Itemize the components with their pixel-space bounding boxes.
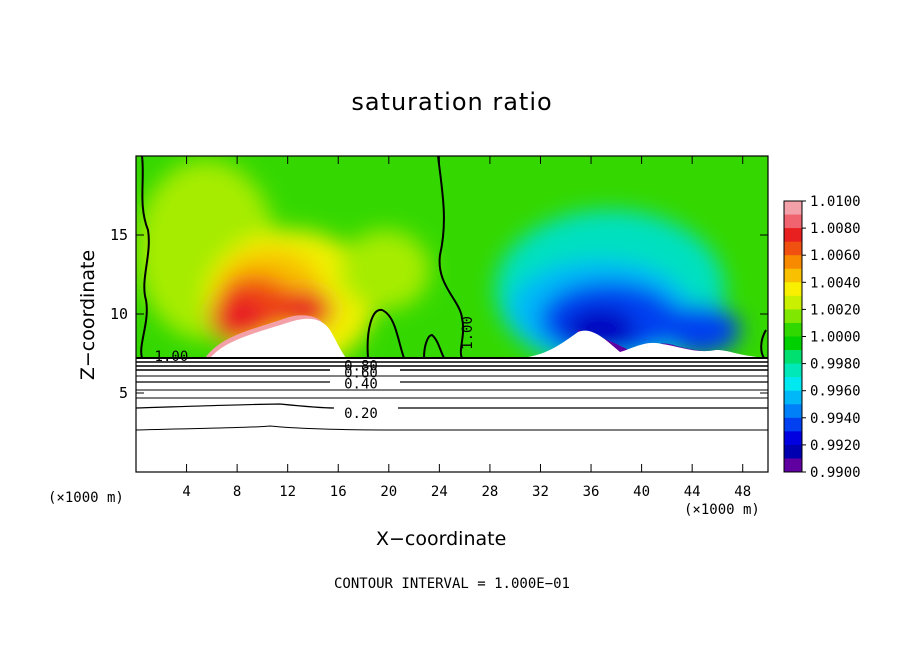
colorbar-label: 1.0060 [810,248,861,264]
contour-labels: 1.00 1.00 0.800.600.40 0.20 [155,316,477,422]
colorbar-label: 1.0100 [810,194,861,210]
colorbar-swatch [784,268,802,283]
x-unit-label-right: (×1000 m) [684,502,760,518]
colorbar: 1.0100 1.0080 1.0060 1.0040 1.0020 1.0000 0.99… [783,194,861,481]
colorbar-label: 1.0000 [810,330,861,346]
colorbar-swatch [784,417,802,432]
colorbar-label: 1.0020 [810,302,861,318]
contour-lines [136,156,768,431]
contour-label: 0.40 [344,377,378,393]
x-tick-label: 40 [633,484,650,500]
colorbar-swatch [784,282,802,297]
colorbar-swatch [784,363,802,378]
colorbar-swatch [784,377,802,392]
x-tick-label: 32 [532,484,549,500]
colorbar-swatch [784,458,802,473]
x-tick-label: 8 [233,484,241,500]
x-axis: 4 8 12 16 20 24 28 32 36 40 44 48 [182,156,751,500]
contour-interval-note: CONTOUR INTERVAL = 1.000E−01 [333,576,570,592]
x-tick-label: 48 [734,484,751,500]
y-tick-label: 15 [110,226,128,244]
y-axis-label: Z−coordinate [77,249,99,381]
contour-label: 0.20 [344,406,378,422]
x-tick-label: 4 [182,484,190,500]
y-axis: 5 10 15 [110,226,768,402]
colorbar-swatch [784,390,802,405]
colorbar-label: 1.0080 [810,221,861,237]
colorbar-swatch [784,322,802,337]
saturation-field [136,156,768,472]
colorbar-swatch [784,214,802,229]
x-unit-label-left: (×1000 m) [48,490,124,506]
colorbar-label: 0.9900 [810,465,861,481]
contour-label: 0.60 [344,365,378,381]
colorbar-label: 0.9940 [810,411,861,427]
y-tick-label: 10 [110,305,128,323]
y-tick-label: 5 [119,384,128,402]
chart-title: saturation ratio [351,88,553,116]
x-tick-label: 20 [380,484,397,500]
colorbar-swatch [784,309,802,324]
colorbar-swatch [784,255,802,270]
colorbar-swatch [784,404,802,419]
x-axis-label: X−coordinate [376,528,507,550]
colorbar-swatch [784,431,802,446]
x-tick-label: 12 [279,484,296,500]
colorbar-label: 0.9960 [810,384,861,400]
colorbar-label: 0.9920 [810,438,861,454]
colorbar-swatch [784,241,802,256]
x-tick-label: 44 [684,484,701,500]
x-tick-label: 28 [481,484,498,500]
colorbar-swatch [784,350,802,365]
x-tick-label: 16 [330,484,347,500]
colorbar-swatch [784,201,802,216]
colorbar-swatch [784,336,802,351]
contour-label: 1.00 [155,349,189,365]
x-tick-label: 36 [583,484,600,500]
contour-label: 0.80 [344,358,378,374]
colorbar-label: 1.0040 [810,275,861,291]
colorbar-label: 0.9980 [810,357,861,373]
contour-label: 1.00 [460,316,476,350]
colorbar-swatch [784,444,802,459]
colorbar-swatch [784,295,802,310]
colorbar-swatch [784,228,802,243]
x-tick-label: 24 [431,484,448,500]
